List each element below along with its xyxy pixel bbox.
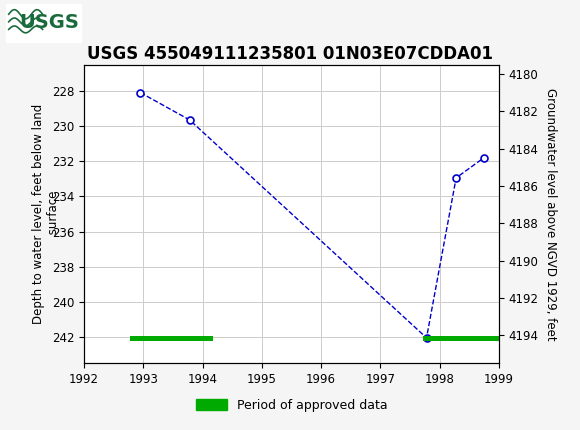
Bar <box>423 336 499 341</box>
Y-axis label: Groundwater level above NGVD 1929, feet: Groundwater level above NGVD 1929, feet <box>544 88 557 340</box>
Y-axis label: Depth to water level, feet below land
 surface: Depth to water level, feet below land su… <box>32 104 60 324</box>
Legend: Period of approved data: Period of approved data <box>190 394 393 417</box>
Text: USGS 455049111235801 01N03E07CDDA01: USGS 455049111235801 01N03E07CDDA01 <box>87 45 493 63</box>
FancyBboxPatch shape <box>6 3 81 42</box>
Bar <box>130 336 213 341</box>
Text: USGS: USGS <box>20 13 79 32</box>
